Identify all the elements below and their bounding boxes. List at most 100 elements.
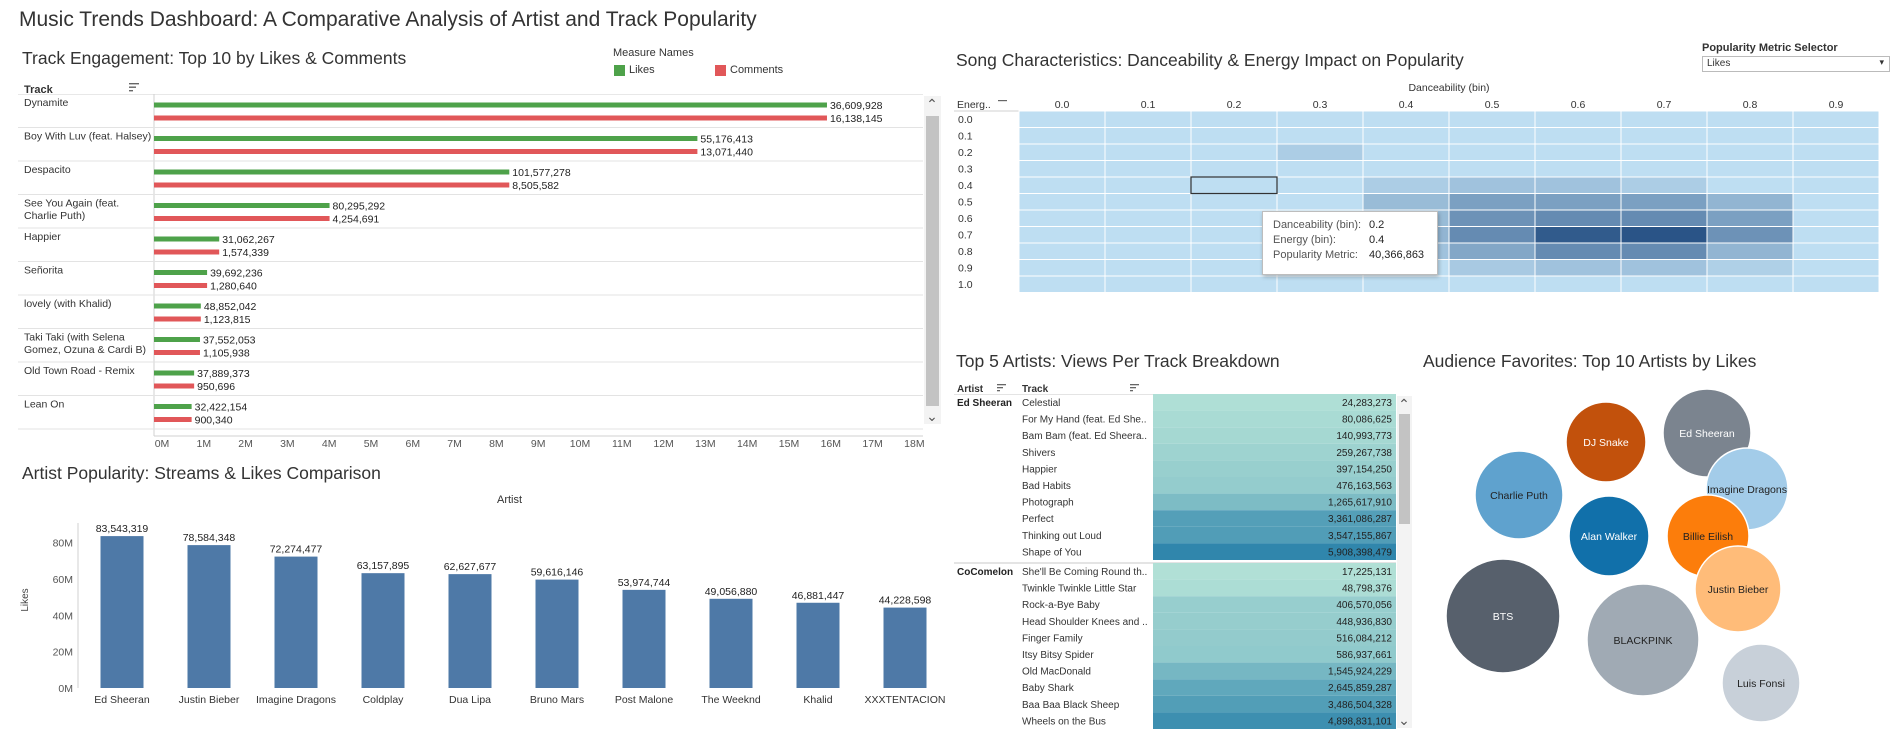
heatmap-cell[interactable] [1104, 110, 1192, 128]
views-scroll-down-icon[interactable]: ⌄ [1398, 712, 1410, 728]
heatmap-cell[interactable] [1620, 259, 1708, 277]
bar-group[interactable]: 44,228,598 XXXTENTACION [865, 595, 946, 706]
heatmap-cell[interactable] [1104, 226, 1192, 244]
table-row[interactable]: Finger Family 516,084,212 [1022, 629, 1396, 646]
heatmap-cell[interactable] [1620, 242, 1708, 260]
table-row[interactable]: Wheels on the Bus 4,898,831,101 [1022, 712, 1396, 729]
table-row[interactable]: Perfect 3,361,086,287 [1022, 510, 1396, 527]
heatmap-cell[interactable] [1104, 275, 1192, 293]
track-sort-icon[interactable] [1129, 383, 1141, 393]
bubble[interactable]: Alan Walker [1568, 495, 1650, 577]
popularity-metric-select[interactable]: Likes ▾ [1702, 56, 1890, 72]
views-scrollbar[interactable]: ⌃ ⌄ [1397, 396, 1412, 728]
heatmap-cell[interactable] [1792, 226, 1880, 244]
heatmap-cell[interactable] [1706, 143, 1794, 161]
engagement-scrollbar[interactable]: ⌃ ⌄ [924, 96, 941, 424]
table-row[interactable]: Baa Baa Black Sheep 3,486,504,328 [1022, 695, 1396, 713]
heatmap-cell[interactable] [1018, 176, 1106, 194]
heatmap-cell[interactable] [1792, 110, 1880, 128]
bubble[interactable]: Charlie Puth [1474, 450, 1564, 540]
scroll-up-icon[interactable]: ⌃ [926, 96, 938, 112]
heatmap-cell[interactable] [1018, 226, 1106, 244]
heatmap-cell[interactable] [1620, 127, 1708, 145]
heatmap-cell[interactable] [1448, 143, 1536, 161]
heatmap-cell[interactable] [1276, 110, 1364, 128]
heatmap-cell[interactable] [1190, 143, 1278, 161]
heatmap-cell[interactable] [1276, 143, 1364, 161]
table-row[interactable]: Bad Habits 476,163,563 [1022, 477, 1396, 494]
heatmap-cell[interactable] [1448, 160, 1536, 178]
heatmap-cell[interactable] [1792, 193, 1880, 211]
heatmap-cell[interactable] [1792, 127, 1880, 145]
heatmap-cell[interactable] [1018, 259, 1106, 277]
heatmap-cell[interactable] [1534, 143, 1622, 161]
table-row[interactable]: Baby Shark 2,645,859,287 [1022, 679, 1396, 696]
heatmap-cell[interactable] [1706, 160, 1794, 178]
heatmap-cell[interactable] [1190, 110, 1278, 128]
heatmap-cell[interactable] [1448, 242, 1536, 260]
heatmap-cell[interactable] [1190, 176, 1278, 194]
heatmap-cell[interactable] [1620, 193, 1708, 211]
heatmap-cell[interactable] [1276, 275, 1364, 293]
heatmap-cell[interactable] [1792, 176, 1880, 194]
heatmap-cell[interactable] [1448, 226, 1536, 244]
artist-sort-icon[interactable] [996, 383, 1008, 393]
table-row[interactable]: Celestial 24,283,273 [1022, 394, 1396, 411]
heatmap-cell[interactable] [1792, 160, 1880, 178]
heatmap-cell[interactable] [1706, 275, 1794, 293]
heatmap-cell[interactable] [1018, 275, 1106, 293]
heatmap-cell[interactable] [1018, 127, 1106, 145]
heatmap-cell[interactable] [1706, 110, 1794, 128]
bubble[interactable]: Justin Bieber [1694, 545, 1782, 633]
heatmap-cell[interactable] [1620, 176, 1708, 194]
heatmap-cell[interactable] [1534, 242, 1622, 260]
bar-group[interactable]: 49,056,880 The Weeknd [701, 586, 760, 706]
bar-group[interactable]: 53,974,744 Post Malone [615, 577, 674, 706]
heatmap-cell[interactable] [1448, 110, 1536, 128]
heatmap-cell[interactable] [1190, 275, 1278, 293]
bubble[interactable]: Luis Fonsi [1721, 643, 1801, 723]
heatmap-cell[interactable] [1362, 275, 1450, 293]
heatmap-cell[interactable] [1706, 209, 1794, 227]
heatmap-cell[interactable] [1276, 127, 1364, 145]
bar-group[interactable]: 63,157,895 Coldplay [357, 560, 410, 706]
legend-item-comments[interactable]: Comments [715, 64, 783, 76]
heatmap-cell[interactable] [1534, 127, 1622, 145]
table-row[interactable]: She'll Be Coming Round th.. 17,225,131 [1022, 563, 1396, 580]
table-row[interactable]: Happier 397,154,250 [1022, 460, 1396, 477]
bar-group[interactable]: 62,627,677 Dua Lipa [444, 561, 497, 706]
heatmap-cell[interactable] [1534, 176, 1622, 194]
heatmap-cell[interactable] [1792, 209, 1880, 227]
heatmap-cell[interactable] [1190, 193, 1278, 211]
bubble[interactable]: DJ Snake [1565, 401, 1647, 483]
heatmap-cell[interactable] [1448, 176, 1536, 194]
heatmap-cell[interactable] [1448, 127, 1536, 145]
heatmap-cell[interactable] [1448, 209, 1536, 227]
heatmap-cell[interactable] [1104, 242, 1192, 260]
heatmap-cell[interactable] [1018, 160, 1106, 178]
heatmap-cell[interactable] [1018, 143, 1106, 161]
heatmap-cell[interactable] [1620, 110, 1708, 128]
heatmap-cell[interactable] [1620, 275, 1708, 293]
heatmap-cell[interactable] [1706, 242, 1794, 260]
heatmap-cell[interactable] [1104, 209, 1192, 227]
scroll-thumb[interactable] [926, 116, 939, 406]
heatmap-cell[interactable] [1104, 176, 1192, 194]
views-scroll-up-icon[interactable]: ⌃ [1398, 396, 1410, 412]
heatmap-cell[interactable] [1534, 110, 1622, 128]
heatmap-cell[interactable] [1104, 259, 1192, 277]
heatmap-cell[interactable] [1448, 259, 1536, 277]
heatmap-cell[interactable] [1534, 275, 1622, 293]
heatmap-cell[interactable] [1706, 259, 1794, 277]
bar-group[interactable]: 59,616,146 Bruno Mars [530, 567, 584, 706]
heatmap-cell[interactable] [1534, 193, 1622, 211]
heatmap-cell[interactable] [1018, 193, 1106, 211]
table-row[interactable]: Shivers 259,267,738 [1022, 443, 1396, 461]
heatmap-cell[interactable] [1362, 127, 1450, 145]
legend-item-likes[interactable]: Likes [614, 64, 655, 76]
